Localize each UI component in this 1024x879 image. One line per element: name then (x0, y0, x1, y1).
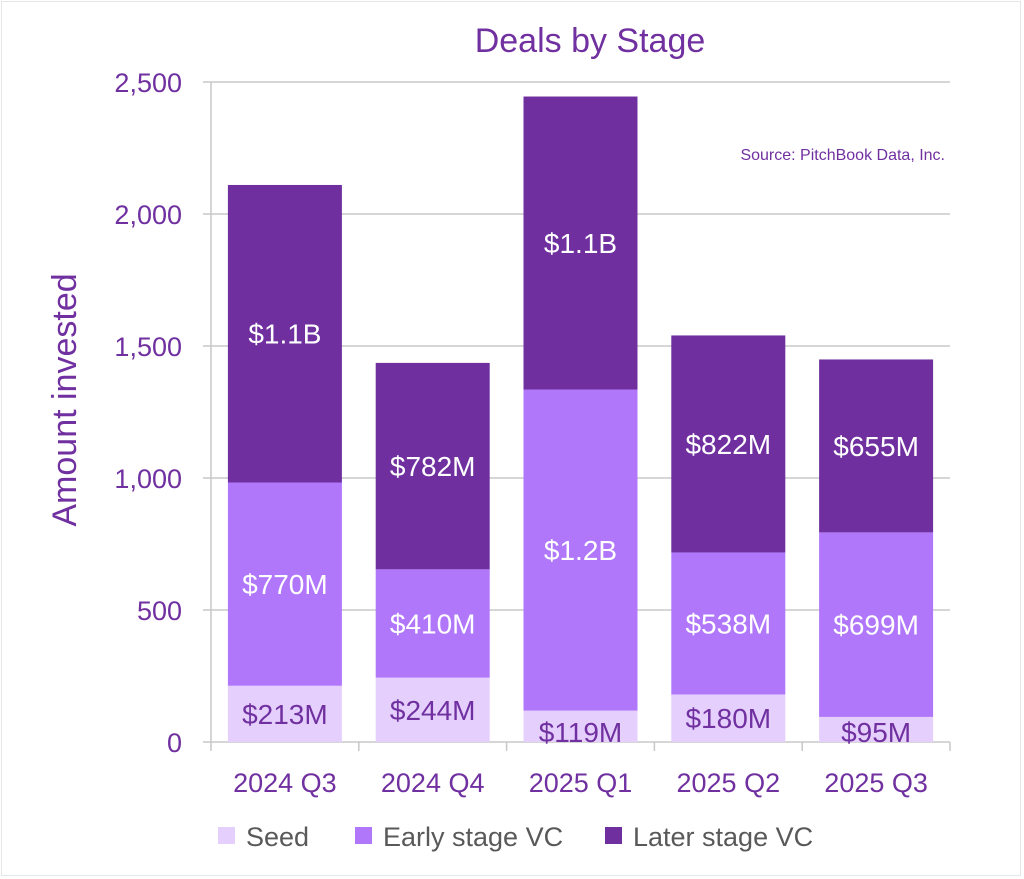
bar-segment-later-stage-vc (227, 184, 342, 483)
y-tick-label: 500 (137, 596, 182, 626)
bar-segment-seed (375, 677, 490, 742)
y-axis-label: Amount invested (46, 273, 84, 526)
source-note: Source: PitchBook Data, Inc. (740, 147, 945, 164)
legend-label: Later stage VC (633, 822, 813, 852)
bar-segment-later-stage-vc (523, 96, 638, 390)
data-label: $119M (539, 717, 623, 748)
bar-segment-early-stage-vc (375, 569, 490, 678)
x-tick-label: 2025 Q2 (677, 768, 781, 798)
bar-segment-seed (819, 716, 934, 742)
x-tick-label: 2025 Q3 (824, 768, 928, 798)
x-tick-label: 2025 Q1 (529, 768, 633, 798)
data-label: $1.2B (544, 535, 617, 566)
bar-segment-later-stage-vc (671, 335, 786, 553)
data-label: $655M (833, 431, 919, 462)
data-label: $213M (242, 699, 328, 730)
data-label: $180M (685, 703, 771, 734)
bar-segment-early-stage-vc (523, 389, 638, 711)
data-label: $244M (390, 695, 476, 726)
legend-swatch (355, 827, 372, 844)
x-tick-label: 2024 Q3 (233, 768, 337, 798)
y-tick-label: 2,000 (114, 200, 182, 230)
y-tick-label: 1,500 (114, 332, 182, 362)
legend-swatch (218, 827, 235, 844)
y-tick-label: 1,000 (114, 464, 182, 494)
bar-segment-seed (227, 685, 342, 742)
data-label: $410M (390, 608, 476, 639)
data-label: $782M (390, 451, 476, 482)
bar-segment-early-stage-vc (671, 552, 786, 695)
data-label: $1.1B (248, 319, 321, 350)
chart-title: Deals by Stage (475, 22, 706, 60)
data-label: $822M (685, 429, 771, 460)
bar-segment-later-stage-vc (819, 359, 934, 533)
legend-swatch (605, 827, 622, 844)
bar-segment-early-stage-vc (227, 482, 342, 686)
x-tick-label: 2024 Q4 (381, 768, 485, 798)
legend-label: Seed (246, 822, 309, 852)
data-label: $699M (833, 610, 919, 641)
bar-segment-seed (671, 694, 786, 742)
bar-segment-early-stage-vc (819, 532, 934, 717)
data-label: $770M (242, 569, 328, 600)
y-tick-label: 0 (167, 728, 182, 758)
bar-segment-later-stage-vc (375, 362, 490, 570)
bar-segment-seed (523, 710, 638, 742)
data-label: $95M (841, 717, 911, 748)
y-tick-label: 2,500 (114, 68, 182, 98)
legend-label: Early stage VC (383, 822, 563, 852)
data-label: $538M (685, 608, 771, 639)
data-label: $1.1B (544, 228, 617, 259)
